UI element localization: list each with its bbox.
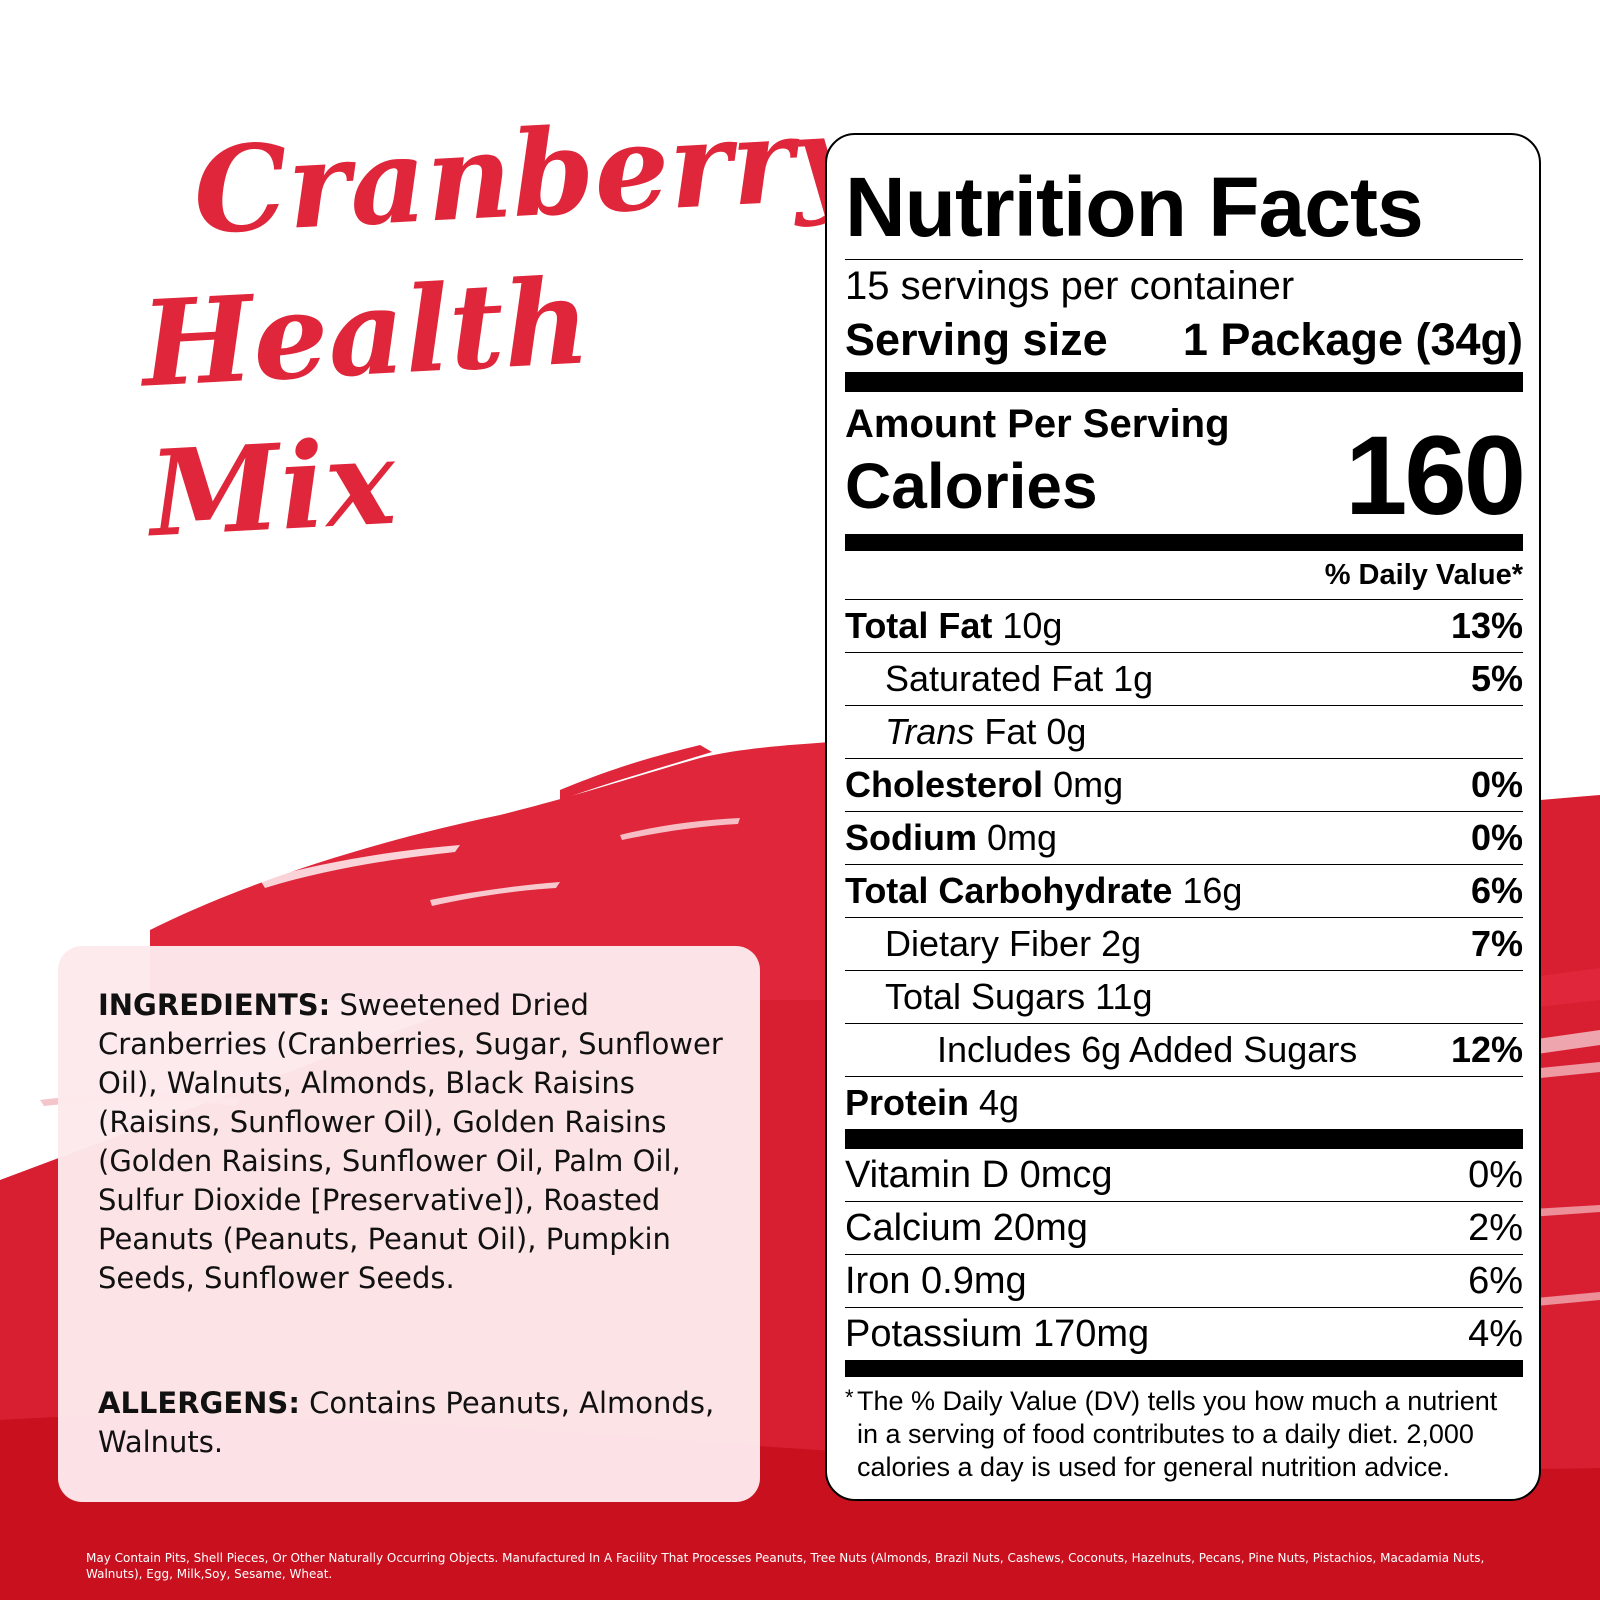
nutrient-row-dietary-fiber: Dietary Fiber 2g 7% [845,917,1523,970]
vitamin-dv: 4% [1468,1312,1523,1355]
daily-value-footnote: * The % Daily Value (DV) tells you how m… [845,1385,1523,1484]
divider-thick [845,1129,1523,1149]
nutrient-row-sodium: Sodium 0mg 0% [845,811,1523,864]
nutrient-dv: 0% [1470,817,1523,858]
nutrient-amount: 0mg [987,817,1058,858]
nutrient-amount: 16g [1182,870,1243,911]
nutrient-name: Sodium [845,817,977,858]
nutrient-row-protein: Protein 4g [845,1076,1523,1129]
nutrient-name: Total Carbohydrate [845,870,1173,911]
calories-row: Calories 160 [845,420,1526,532]
nutrient-dv: 6% [1470,870,1523,911]
nutrient-dv: 5% [1470,658,1523,699]
nutrient-name: Protein [845,1082,970,1123]
daily-value-header: % Daily Value* [1324,559,1523,591]
nutrient-name: Total Fat [845,605,993,646]
serving-size-label: Serving size [845,314,1108,365]
serving-size-value: 1 Package (34g) [1182,314,1523,365]
vitamin-dv: 2% [1468,1206,1523,1249]
footnote-asterisk: * [845,1385,854,1410]
nutrient-amount: 4g [979,1082,1020,1123]
ingredients-block: INGREDIENTS: Sweetened Dried Cranberries… [98,986,738,1298]
nutrient-row-added-sugars: Includes 6g Added Sugars 12% [845,1023,1523,1076]
calories-label: Calories [845,450,1098,522]
nutrient-name: Trans [885,711,975,752]
vitamin-row-potassium: Potassium 170mg 4% [845,1307,1523,1360]
ingredients-text: Sweetened Dried Cranberries (Cranberries… [98,988,723,1295]
vitamin-dv: 0% [1468,1153,1523,1196]
nutrient-row-total-sugars: Total Sugars 11g [845,970,1523,1023]
divider [845,259,1523,260]
nutrition-facts-panel: Nutrition Facts 15 servings per containe… [825,133,1541,1501]
divider-heavy [845,1360,1523,1377]
nutrient-amount: 2g [1101,923,1142,964]
vitamin-row-calcium: Calcium 20mg 2% [845,1201,1523,1254]
nutrient-row-saturated-fat: Saturated Fat 1g 5% [845,652,1523,705]
divider-heavy [845,534,1523,551]
nutrient-row-cholesterol: Cholesterol 0mg 0% [845,758,1523,811]
nutrient-dv: 7% [1470,923,1523,964]
footnote-text: The % Daily Value (DV) tells you how muc… [857,1386,1498,1482]
servings-per-container: 15 servings per container [845,264,1295,308]
product-title: Cranberry Health Mix [130,87,865,570]
vitamin-dv: 6% [1468,1259,1523,1302]
vitamin-row-vitamin-d: Vitamin D 0mcg 0% [845,1149,1523,1201]
nutrient-dv: 0% [1470,764,1523,805]
ingredients-card: INGREDIENTS: Sweetened Dried Cranberries… [58,946,760,1502]
nutrient-amount: 0mg [1053,764,1124,805]
nutrient-name: Dietary Fiber [885,923,1092,964]
nutrient-amount: 1g [1113,658,1154,699]
allergen-disclaimer: May Contain Pits, Shell Pieces, Or Other… [86,1551,1485,1581]
allergens-label: ALLERGENS: [98,1386,300,1420]
nutrient-amount: 10g [1002,605,1063,646]
nutrient-name: Total Sugars [885,976,1086,1017]
serving-size-row: Serving size 1 Package (34g) [845,312,1523,372]
ingredients-label: INGREDIENTS: [98,988,331,1022]
product-title-line2: Health Mix [138,251,593,564]
nutrient-row-total-carbohydrate: Total Carbohydrate 16g 6% [845,864,1523,917]
vitamin-name: Calcium 20mg [845,1206,1088,1249]
nutrient-dv: 13% [1450,605,1523,646]
nutrition-facts-title: Nutrition Facts [845,160,1424,254]
allergens-text: Contains Peanuts, Almonds, Walnuts. [98,1386,715,1459]
vitamin-name: Vitamin D 0mcg [845,1153,1113,1196]
nutrient-row-trans-fat: Trans Fat 0g [845,705,1523,758]
calories-value: 160 [1345,413,1526,538]
nutrient-name: Saturated Fat [885,658,1104,699]
vitamin-name: Iron 0.9mg [845,1259,1027,1302]
nutrient-row-total-fat: Total Fat 10g 13% [845,599,1523,652]
nutrient-name: Cholesterol [845,764,1044,805]
nutrient-dv: 12% [1450,1029,1523,1070]
nutrient-name: Includes 6g Added Sugars [937,1029,1358,1070]
divider-thick [845,372,1523,392]
nutrient-amount: Fat 0g [984,711,1087,752]
vitamin-name: Potassium 170mg [845,1312,1150,1355]
vitamin-row-iron: Iron 0.9mg 6% [845,1254,1523,1307]
amount-per-serving: Amount Per Serving [845,402,1230,446]
nutrient-amount: 11g [1095,976,1153,1017]
allergens-block: ALLERGENS: Contains Peanuts, Almonds, Wa… [98,1384,738,1462]
